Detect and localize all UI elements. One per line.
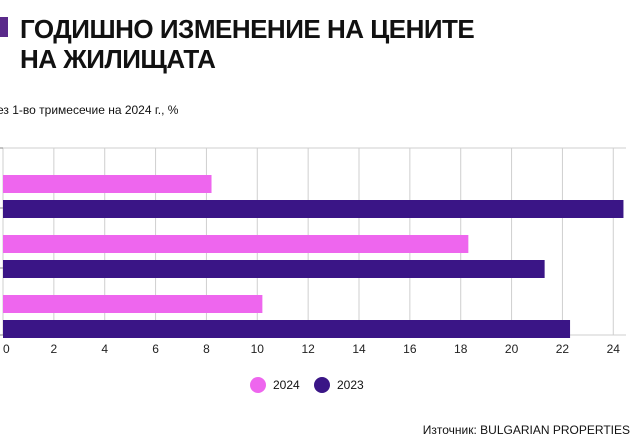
x-tick-label: 8 — [203, 342, 210, 356]
bar-2024-3 — [3, 295, 263, 313]
title-accent-bar — [0, 17, 8, 37]
x-tick-label: 0 — [3, 342, 10, 356]
bar-2024-1 — [3, 175, 212, 193]
legend-marker-2023 — [314, 377, 330, 393]
x-tick-label: 6 — [152, 342, 159, 356]
x-tick-label: 16 — [403, 342, 417, 356]
x-tick-label: 12 — [301, 342, 315, 356]
bar-2024-2 — [3, 235, 469, 253]
legend-label-2023: 2023 — [337, 378, 364, 392]
x-tick-label: 4 — [101, 342, 108, 356]
source-note: Източник: BULGARIAN PROPERTIES — [422, 423, 630, 437]
chart-title: ГОДИШНО ИЗМЕНЕНИЕ НА ЦЕНИТЕ НА ЖИЛИЩАТА — [20, 14, 475, 74]
x-tick-label: 24 — [607, 342, 621, 356]
x-tick-label: 18 — [454, 342, 468, 356]
x-tick-label: 2 — [51, 342, 58, 356]
legend-marker-2024 — [250, 377, 266, 393]
x-tick-label: 20 — [505, 342, 519, 356]
x-tick-label: 10 — [251, 342, 265, 356]
legend-label-2024: 2024 — [273, 378, 300, 392]
bar-2023-1 — [3, 200, 624, 218]
chart-subtitle: ез 1-во тримесечие на 2024 г., % — [0, 103, 179, 117]
bar-2023-2 — [3, 260, 545, 278]
x-tick-label: 22 — [556, 342, 570, 356]
x-tick-label: 14 — [352, 342, 366, 356]
bar-2023-3 — [3, 320, 571, 338]
